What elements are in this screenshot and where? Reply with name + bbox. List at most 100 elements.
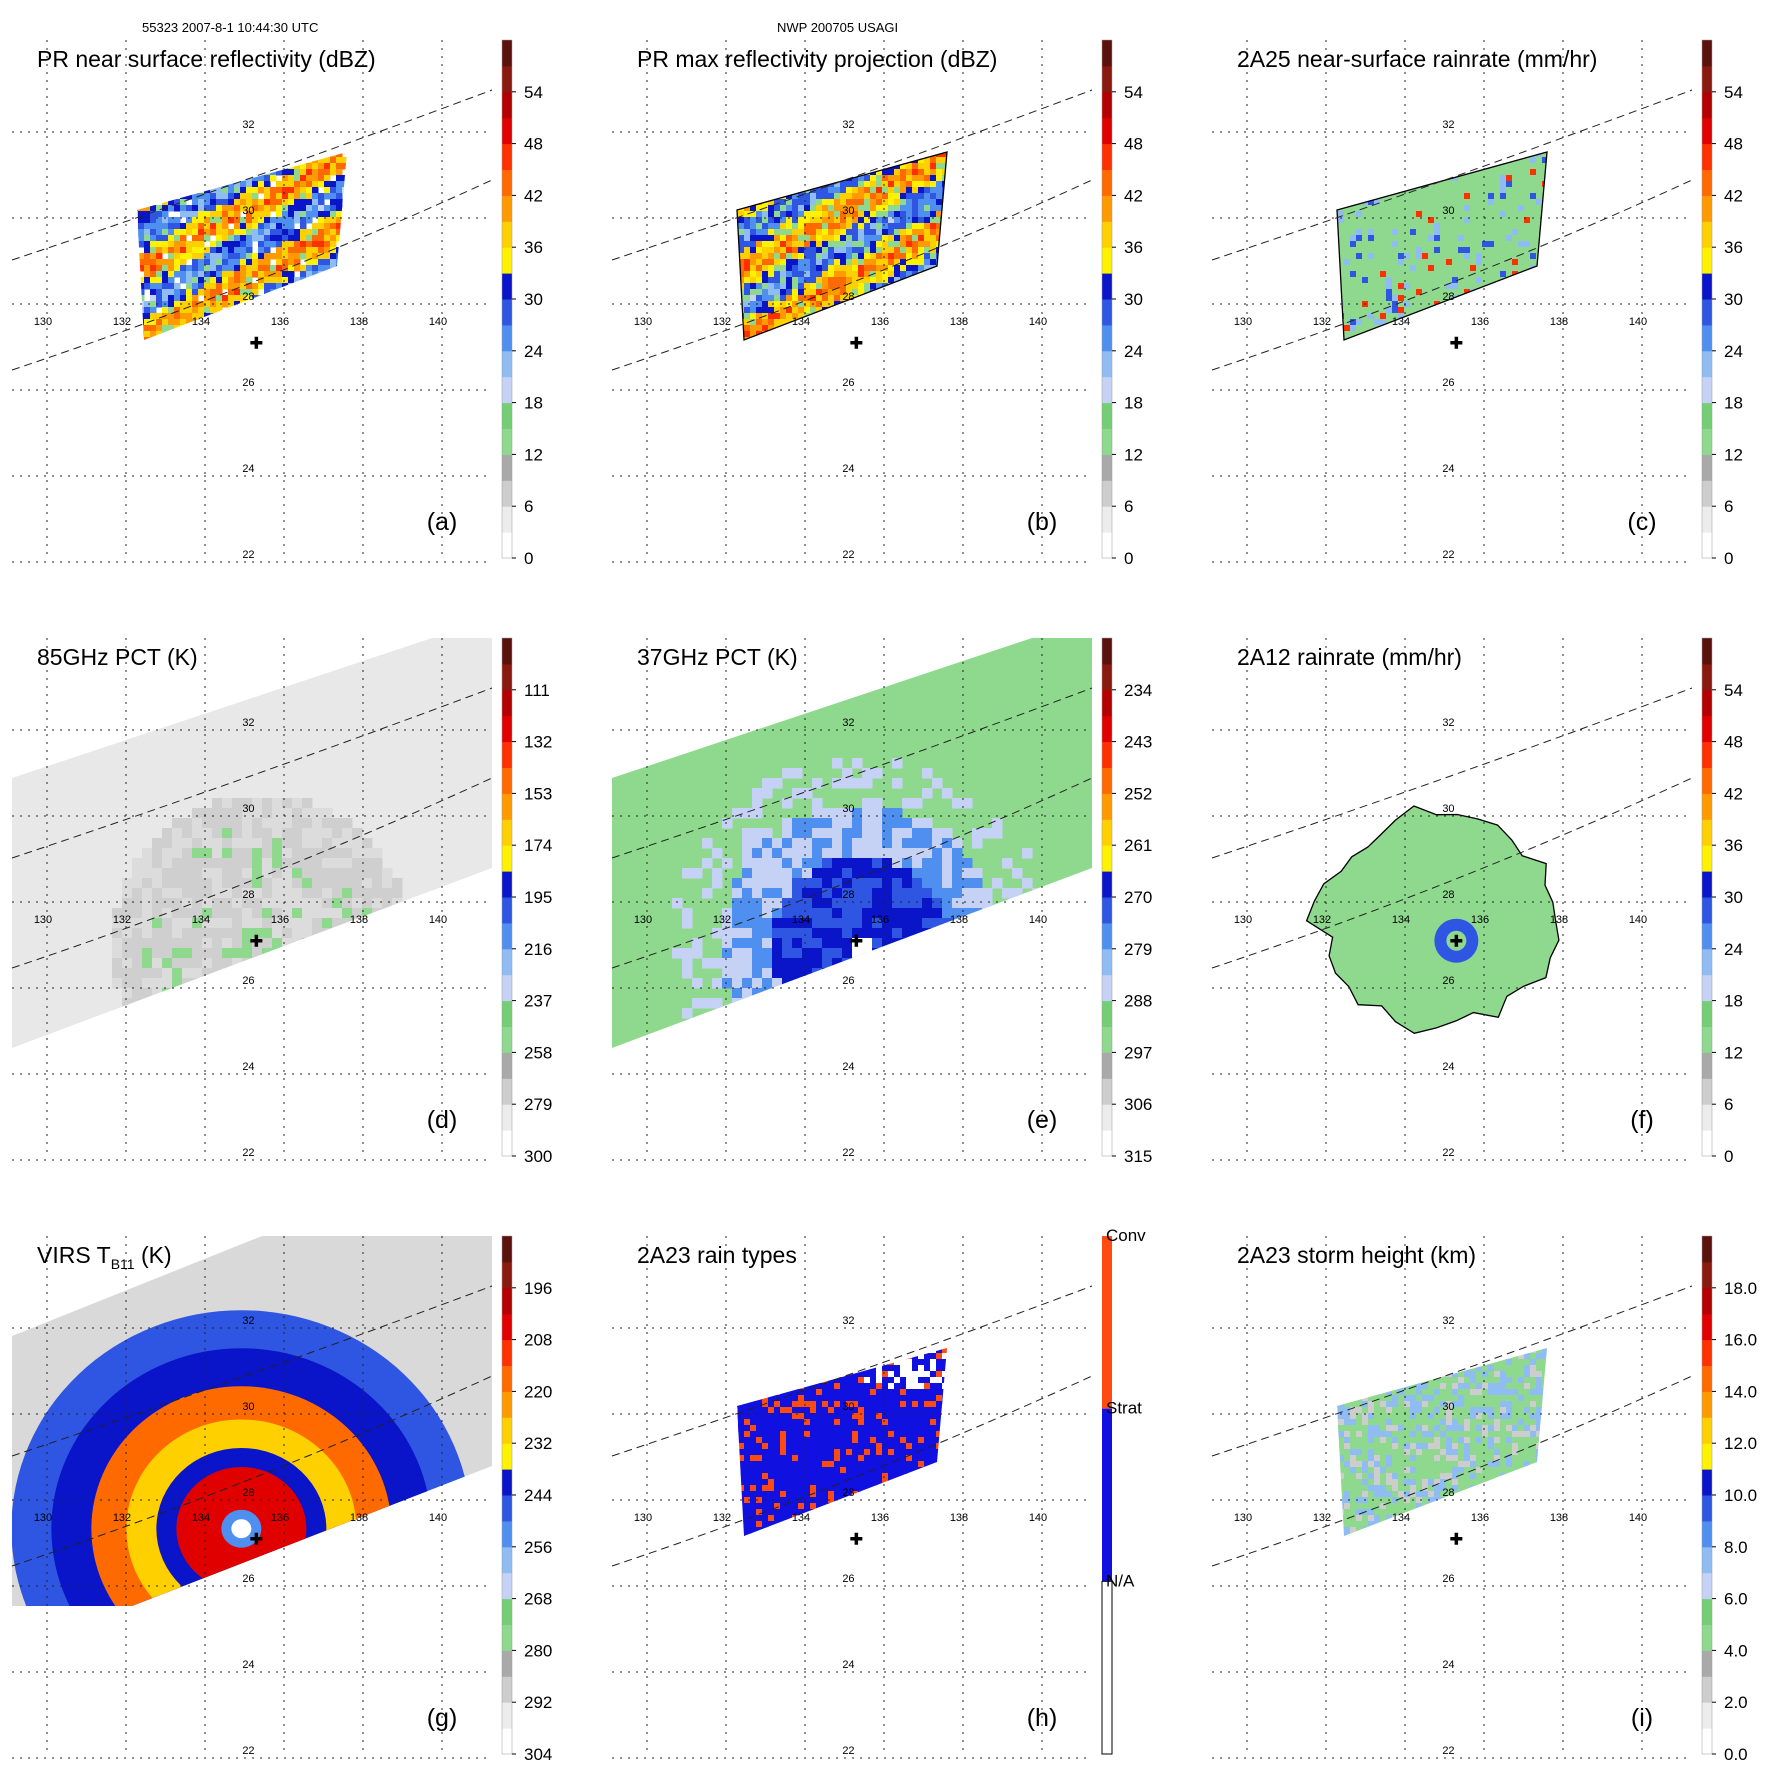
colorbar-tick-label: 132 — [524, 733, 552, 752]
colorbar-tick-label: 6.0 — [1724, 1590, 1748, 1609]
lat-tick-label: 28 — [242, 1487, 254, 1499]
colorbar-swatch — [502, 1495, 512, 1522]
colorbar-swatch — [1702, 1495, 1712, 1522]
colorbar-swatch — [1102, 1104, 1112, 1131]
lon-tick-label: 136 — [1471, 914, 1489, 926]
panel-label: (g) — [427, 1704, 458, 1732]
storm-center-marker — [850, 934, 863, 947]
colorbar-swatch — [1102, 1026, 1112, 1053]
lon-tick-label: 138 — [350, 316, 368, 328]
lat-tick-label: 32 — [242, 1315, 254, 1327]
colorbar-tick-label: 270 — [1124, 888, 1152, 907]
panel-label: (a) — [427, 508, 458, 536]
lon-tick-label: 140 — [1029, 316, 1047, 328]
lon-tick-label: 130 — [634, 316, 652, 328]
colorbar-swatch — [502, 1000, 512, 1027]
colorbar-tick-label: Conv — [1106, 1226, 1146, 1245]
lon-tick-label: 130 — [634, 914, 652, 926]
lat-tick-label: 30 — [1442, 1401, 1454, 1413]
colorbar-tick-label: 208 — [524, 1331, 552, 1350]
colorbar-swatch — [1702, 454, 1712, 481]
colorbar-tick-label: 12 — [1724, 445, 1743, 464]
panel-title: PR near surface reflectivity (dBZ) — [37, 46, 376, 72]
lon-tick-label: 130 — [34, 316, 52, 328]
lon-tick-label: 138 — [950, 1512, 968, 1524]
colorbar-swatch — [502, 1130, 512, 1157]
lon-tick-label: 130 — [1234, 316, 1252, 328]
lon-tick-label: 136 — [1471, 316, 1489, 328]
colorbar-tick-label: 42 — [1724, 784, 1743, 803]
colorbar-tick-label: Strat — [1106, 1399, 1142, 1418]
lat-tick-label: 32 — [1442, 717, 1454, 729]
lat-tick-label: 32 — [242, 119, 254, 131]
panel-c: 130 132 134 136 138 140 32 30 28 26 24 22 2A25 near-… — [1211, 39, 1743, 568]
panel-e: 130 132 134 136 138 140 32 30 28 26 24 22 37GHz PCT … — [611, 637, 1152, 1166]
colorbar-tick-label: 6 — [524, 497, 533, 516]
orbit-track-north — [611, 89, 1093, 261]
lon-tick-label: 140 — [429, 316, 447, 328]
colorbar-swatch — [1102, 273, 1112, 300]
colorbar-swatch — [1702, 480, 1712, 507]
colorbar-swatch — [1702, 1676, 1712, 1703]
colorbar-na — [1101, 1580, 1113, 1755]
orbit-track-south — [1211, 179, 1693, 371]
colorbar-tick-label: 268 — [524, 1590, 552, 1609]
lat-tick-label: 26 — [242, 1573, 254, 1585]
colorbar-swatch — [1702, 715, 1712, 743]
lon-tick-label: 134 — [192, 1512, 210, 1524]
lon-tick-label: 140 — [1629, 914, 1647, 926]
colorbar-tick-label: 30 — [1124, 290, 1143, 309]
lon-tick-label: 140 — [1629, 1512, 1647, 1524]
panel-label: (e) — [1027, 1106, 1058, 1134]
lat-tick-label: 28 — [1442, 889, 1454, 901]
lat-tick-label: 28 — [1442, 291, 1454, 303]
colorbar-swatch — [1702, 845, 1712, 872]
colorbar-swatch — [1102, 428, 1112, 455]
colorbar-tick-label: 243 — [1124, 733, 1152, 752]
colorbar-swatch — [502, 793, 512, 820]
lat-tick-label: 26 — [842, 377, 854, 389]
colorbar-swatch — [1702, 117, 1712, 145]
colorbar-swatch — [1702, 1052, 1712, 1079]
orbit-track-north — [1211, 89, 1693, 261]
lon-tick-label: 132 — [1313, 914, 1331, 926]
lon-tick-label: 130 — [34, 914, 52, 926]
colorbar-swatch — [1702, 299, 1712, 326]
lat-tick-label: 28 — [842, 1487, 854, 1499]
lat-tick-label: 32 — [842, 717, 854, 729]
orbit-track-south — [11, 1375, 493, 1567]
lon-tick-label: 134 — [1392, 316, 1410, 328]
colorbar-tick-label: 54 — [524, 83, 543, 102]
lat-tick-label: 28 — [242, 889, 254, 901]
colorbar-swatch — [1102, 1000, 1112, 1027]
lon-tick-label: 138 — [1550, 1512, 1568, 1524]
colorbar-swatch — [1702, 948, 1712, 976]
colorbar-tick-label: 0 — [1724, 1147, 1733, 1166]
colorbar-tick-label: 279 — [1124, 940, 1152, 959]
lat-tick-label: 26 — [842, 1573, 854, 1585]
colorbar-swatch — [502, 1598, 512, 1625]
colorbar-tick-label: 237 — [524, 992, 552, 1011]
colorbar-swatch — [1102, 741, 1112, 768]
lat-tick-label: 30 — [1442, 803, 1454, 815]
colorbar-tick-label: 220 — [524, 1382, 552, 1401]
colorbar-tick-label: 24 — [1724, 342, 1743, 361]
colorbar-swatch — [502, 221, 512, 248]
colorbar-swatch — [1702, 1261, 1712, 1289]
colorbar-tick-label: 306 — [1124, 1095, 1152, 1114]
colorbar-tick-label: 36 — [524, 238, 543, 257]
lat-tick-label: 26 — [1442, 975, 1454, 987]
lon-tick-label: 132 — [1313, 316, 1331, 328]
colorbar-swatch — [1702, 1365, 1712, 1392]
panel-i: 130 132 134 136 138 140 32 30 28 26 24 22 2A23 storm… — [1211, 1235, 1757, 1764]
lat-tick-label: 22 — [1442, 1147, 1454, 1159]
colorbar-swatch — [1102, 299, 1112, 326]
colorbar-swatch — [1702, 1417, 1712, 1444]
storm-center-marker — [250, 934, 263, 947]
colorbar-swatch — [1702, 532, 1712, 559]
colorbar-swatch — [1702, 1313, 1712, 1341]
lon-tick-label: 140 — [1029, 1512, 1047, 1524]
swath-cells — [137, 152, 347, 340]
lon-tick-label: 134 — [192, 914, 210, 926]
colorbar-tick-label: 279 — [524, 1095, 552, 1114]
